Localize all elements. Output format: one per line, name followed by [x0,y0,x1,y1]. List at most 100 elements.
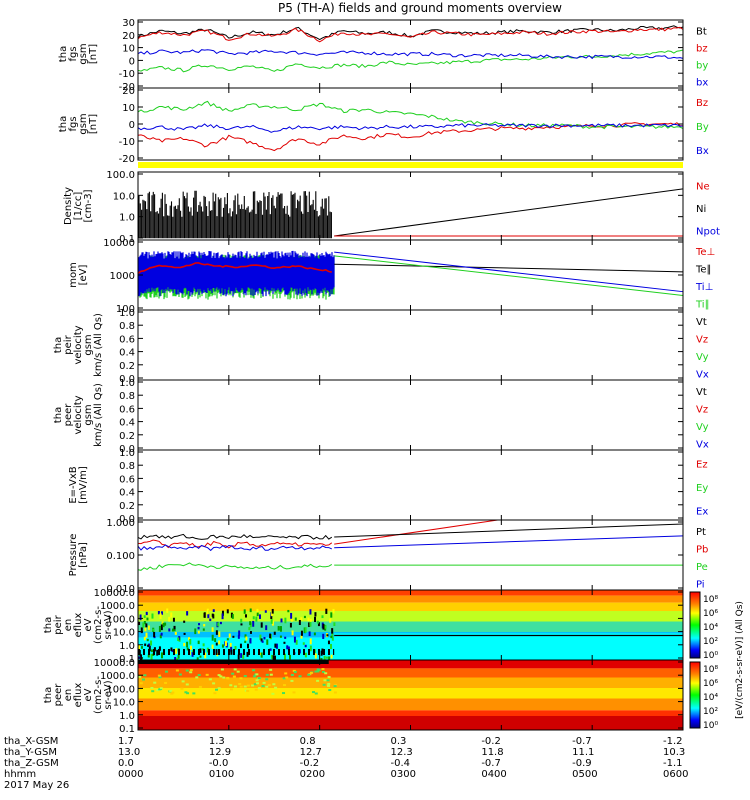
spectrogram-pixel [156,649,159,656]
spectrogram-pixel [271,654,274,658]
panel-peer_en: 10000.0 1000.0 100.0 10.0 1.0 0.1 thapeerenefl… [43,658,684,735]
x-axis-value: 0000 [118,769,143,780]
spectrogram-pixel [207,613,210,619]
spectrogram-pixel [212,609,215,612]
spectrogram-pixel [221,610,224,616]
spectrogram-pixel [217,622,220,627]
spectrogram-pixel [260,622,263,628]
spectrogram-pixel [267,684,271,687]
y-axis-label: Pressure[nPa] [68,534,89,577]
spectrogram-pixel [260,652,263,658]
y-axis-label: thapeerenefluxeV(cm2-s-sr-eV) [43,676,114,714]
spectrogram-pixel [204,652,207,659]
y-axis-label-line: tha [43,617,54,633]
colorbar [689,661,701,729]
spectrogram-pixel [271,655,274,660]
spectrogram-pixel [246,684,250,687]
panel-density: 100.0 10.0 1.0 0.1 Density[1/cc][cm-3] Ne Ni Np… [63,170,720,245]
y-axis-label-line: gsm [83,404,94,425]
y-tick-label: 0.0 [119,514,135,525]
spectrogram-pixel [324,625,327,629]
spectrogram-pixel [203,612,206,618]
spectrogram-pixel [203,624,206,627]
panel-frame [137,379,684,451]
spectrogram-pixel [186,611,189,616]
panel-temp: 10000 1000 100 mom[eV] Te⊥ Te∥ Ti⊥ Ti∥ [68,238,715,315]
spectrogram-pixel [183,620,186,623]
spectrogram-pixel [303,615,306,619]
spectrogram-pixel [226,609,229,614]
spectrogram-pixel [328,689,332,692]
y-tick-label: 10.0 [113,698,135,709]
spectrogram-pixel [212,682,216,685]
spectrogram-pixel [177,654,180,659]
spectrogram-pixel [181,680,185,683]
spectrogram-pixel [300,630,303,636]
y-tick-label: 0.6 [119,334,135,345]
spectrogram-pixel [270,615,273,620]
colorbar-tick: 10⁶ [703,609,718,619]
spectrogram-pixel [309,618,312,622]
spectrogram-pixel [332,608,335,614]
y-axis-label-line: (cm2-s- [93,606,104,644]
legend-entry: Vt [696,387,707,398]
spectrogram-pixel [292,669,296,672]
spectrogram-pixel [272,683,276,686]
spectrogram-pixel [189,671,193,674]
spectrogram-pixel [170,692,174,695]
legend-entry: Ti∥ [695,299,710,310]
panel-frame [137,309,684,381]
spectrogram-band [138,688,683,699]
spectrogram-pixel [239,643,242,648]
spectrogram-pixel [218,631,221,638]
spectrogram-pixel [145,623,148,628]
spectrogram-pixel [258,614,261,619]
y-tick-label: 1.0 [119,378,135,389]
legend-entry: Ti⊥ [695,282,713,293]
spectrogram-pixel [302,642,305,645]
spectrogram-pixel [206,647,209,653]
spectrogram-pixel [153,636,156,639]
spectrogram-pixel [238,682,242,685]
x-axis-value: 10.3 [663,747,685,758]
spectrogram-pixel [298,675,302,678]
spectrogram-band [138,716,683,730]
spectrogram-pixel [168,628,171,632]
spectrogram-pixel [300,635,303,639]
spectrogram-pixel [233,668,237,671]
legend-entry: Npot [696,227,720,238]
spectrogram-pixel [139,682,143,685]
colorbar-tick: 10⁴ [703,693,718,703]
colorbar-tick: 10² [703,637,718,647]
y-tick-label: 0.1 [119,234,135,245]
spectrogram-pixel [273,631,276,635]
y-axis-label-line: gsm [78,43,89,64]
y-axis-label: thapeirenefluxeV(cm2-s-sr-eV) [43,606,114,644]
spectrogram-pixel [202,643,205,647]
spectrogram-pixel [232,635,235,638]
spectrogram-pixel [138,644,141,651]
spectrogram-pixel [143,636,146,641]
spectrogram-pixel [243,675,247,678]
spectrogram-pixel [215,688,219,691]
spectrogram-pixel [239,685,243,688]
y-tick-label: 0.8 [119,461,135,472]
y-axis-label-line: sr-eV) [103,680,114,709]
spectrogram-pixel [321,670,325,673]
spectrogram-pixel [242,654,245,659]
spectrogram-pixel [309,638,312,645]
spectrogram-pixel [279,635,282,638]
x-axis-value: 0200 [300,769,325,780]
spectrogram-pixel [277,625,280,631]
spectrogram-pixel [239,677,243,680]
trend-line [334,263,684,273]
spectrogram-pixel [294,617,297,621]
x-axis-value: 12.9 [209,747,231,758]
spectrogram-pixel [255,673,259,676]
y-axis-label-line: km/s (All Qs) [93,383,104,447]
spectrogram-pixel [282,692,286,695]
y-tick-label: -10 [119,69,135,80]
y-tick-label: 1.0 [119,213,135,224]
spectrogram-pixel [326,634,329,637]
spectrogram-pixel [159,613,162,620]
